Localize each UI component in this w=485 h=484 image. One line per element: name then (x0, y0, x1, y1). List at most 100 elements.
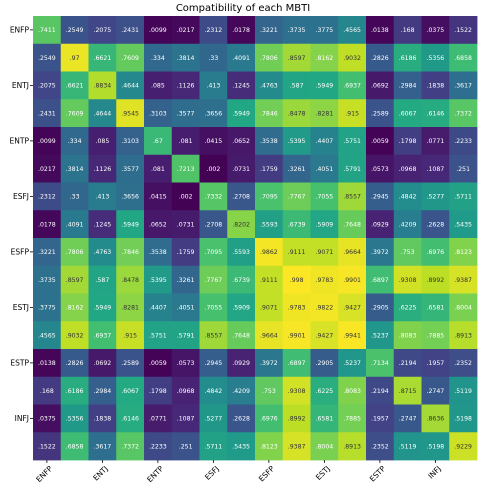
heatmap-cell-value: .9071 (260, 305, 278, 312)
heatmap-cell (199, 404, 228, 433)
heatmap-cell-value: .587 (95, 277, 109, 284)
heatmap-cell (171, 182, 200, 211)
heatmap-cell (199, 154, 228, 183)
heatmap-cell (60, 127, 89, 156)
heatmap-cell (60, 16, 89, 45)
heatmap-cell-value: .2549 (38, 55, 56, 62)
heatmap-cell (144, 238, 173, 267)
heatmap-cell-value: .4842 (399, 194, 417, 201)
heatmap-cell (227, 43, 256, 72)
heatmap-cell-value: .97 (70, 55, 80, 62)
heatmap-cell-value: .753 (262, 388, 276, 395)
heatmap-cell-value: .2233 (149, 443, 167, 450)
heatmap-cell (116, 349, 145, 378)
heatmap-cell (116, 376, 145, 405)
heatmap-cell (171, 154, 200, 183)
heatmap-cell (199, 265, 228, 294)
heatmap-cell-value: .6621 (94, 55, 112, 62)
heatmap-cell-value: .2194 (371, 388, 389, 395)
heatmap-cell-value: .7372 (121, 443, 139, 450)
heatmap-cell-value: .9901 (343, 277, 361, 284)
heatmap-cell (116, 265, 145, 294)
heatmap-cell (116, 182, 145, 211)
heatmap-cell-value: .7213 (177, 166, 195, 173)
heatmap-cell-value: .8004 (454, 305, 472, 312)
heatmap-cell-value: .413 (206, 83, 220, 90)
heatmap-cell (144, 432, 173, 461)
heatmap-cell (366, 99, 395, 128)
heatmap-cell-value: .0731 (232, 166, 250, 173)
heatmap-cell-value: .5949 (316, 83, 334, 90)
heatmap-cell (282, 238, 311, 267)
heatmap-cell (338, 265, 367, 294)
heatmap-cell (366, 43, 395, 72)
heatmap-cell (199, 321, 228, 350)
heatmap-cell-value: .8597 (66, 277, 84, 284)
heatmap-cell (393, 376, 422, 405)
heatmap-cell (282, 182, 311, 211)
heatmap-cell (116, 432, 145, 461)
heatmap-cell (33, 404, 62, 433)
heatmap-cell (393, 432, 422, 461)
heatmap-cell (144, 376, 173, 405)
heatmap-cell-value: .1957 (427, 360, 445, 367)
heatmap-cell (227, 349, 256, 378)
heatmap-cell (393, 210, 422, 239)
heatmap-cell-value: .6146 (121, 416, 139, 423)
heatmap-cell (338, 349, 367, 378)
heatmap-cell-value: .9111 (288, 249, 306, 256)
heatmap-cell (171, 321, 200, 350)
heatmap-cell (421, 321, 450, 350)
heatmap-cell (60, 293, 89, 322)
heatmap-cell (338, 154, 367, 183)
heatmap-cell (171, 71, 200, 100)
heatmap-cell (282, 99, 311, 128)
heatmap-cell (449, 182, 478, 211)
heatmap-cell-value: .085 (151, 83, 165, 90)
heatmap-cell-value: .0771 (427, 138, 445, 145)
heatmap-cell-value: .4051 (316, 166, 334, 173)
heatmap-cell (338, 210, 367, 239)
heatmap-cell (116, 210, 145, 239)
heatmap-cell-value: .0692 (94, 360, 112, 367)
heatmap-cell-value: .6581 (316, 416, 334, 423)
heatmap-cell-value: .6621 (66, 83, 84, 90)
heatmap-cell (116, 238, 145, 267)
heatmap-cell-value: .334 (151, 55, 165, 62)
heatmap-cell-value: .3617 (94, 443, 112, 450)
heatmap-cell-value: .2708 (205, 221, 223, 228)
heatmap-cell (199, 238, 228, 267)
heatmap-cell-value: .9032 (66, 332, 84, 339)
heatmap-cell (421, 99, 450, 128)
heatmap-cell (171, 16, 200, 45)
heatmap-cell-value: .8992 (427, 277, 445, 284)
heatmap-cell-value: .3538 (260, 138, 278, 145)
heatmap-cells: .7411 .2549 .2075 .2431 .0099 .0217 .2312 .0178… (33, 16, 478, 461)
x-tick-label: ESTP (368, 464, 388, 484)
heatmap-cell-value: .3735 (288, 27, 306, 34)
heatmap-cell (60, 321, 89, 350)
heatmap-cell-value: .2945 (371, 194, 389, 201)
heatmap-cell (338, 432, 367, 461)
heatmap-cell-value: .2826 (371, 55, 389, 62)
heatmap-cell-value: .8478 (288, 110, 306, 117)
heatmap-cell (310, 71, 339, 100)
heatmap-cell-value: .9427 (316, 332, 334, 339)
heatmap-cell (338, 293, 367, 322)
heatmap-cell (393, 321, 422, 350)
heatmap-cell-value: .1126 (94, 166, 112, 173)
heatmap-cell-value: .8202 (232, 221, 250, 228)
heatmap-cell (144, 99, 173, 128)
heatmap-cell-value: .7372 (454, 110, 472, 117)
heatmap-cell-value: .8123 (454, 249, 472, 256)
heatmap-cell (393, 43, 422, 72)
y-tick-label: ENTP (10, 136, 30, 145)
y-tick-labels: ENFP ENTJ ENTP ESFJ ESFP ESTJ ESTP INFJ (10, 25, 33, 423)
heatmap-cell-value: .4565 (38, 332, 56, 339)
heatmap-cell-value: .0573 (177, 360, 195, 367)
heatmap-cell (199, 127, 228, 156)
heatmap-cell-value: .0375 (427, 27, 445, 34)
heatmap-cell-value: .7648 (232, 332, 250, 339)
heatmap-cell-value: .3261 (288, 166, 306, 173)
heatmap-cell (282, 71, 311, 100)
